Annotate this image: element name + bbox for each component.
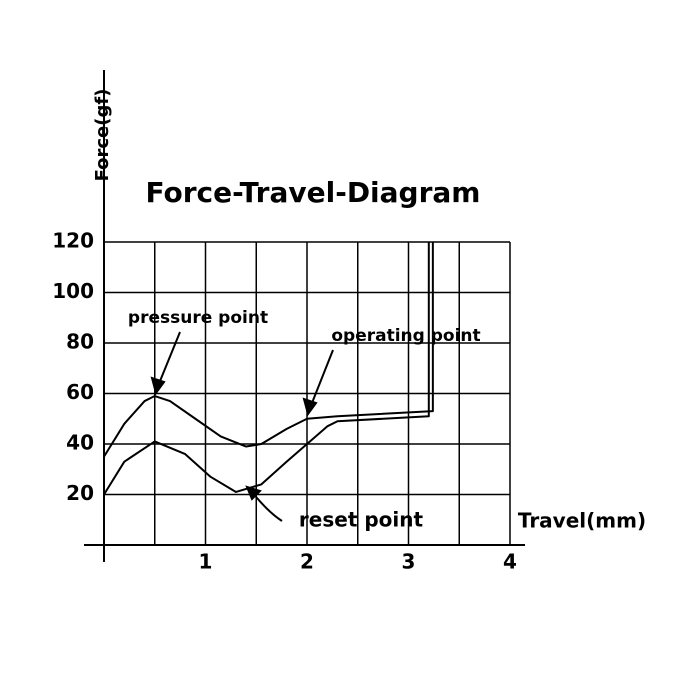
y-axis-label: Force(gf) <box>92 89 113 182</box>
y-tick-label: 80 <box>66 330 94 354</box>
y-tick-label: 40 <box>66 431 94 455</box>
line <box>103 242 430 496</box>
y-tick-label: 120 <box>52 229 94 253</box>
x-axis-label: Travel(mm) <box>518 509 646 533</box>
y-tick-label: 20 <box>66 481 94 505</box>
arrow-head <box>302 397 318 417</box>
x-tick-label: 1 <box>199 550 213 574</box>
arrow-head <box>150 376 166 396</box>
chart-title: Force-Travel-Diagram <box>146 176 481 209</box>
annotation: operating point <box>331 326 480 346</box>
annotation: pressure point <box>128 308 268 328</box>
y-tick-label: 60 <box>66 380 94 404</box>
x-tick-label: 4 <box>503 550 517 574</box>
x-tick-label: 3 <box>402 550 416 574</box>
x-tick-label: 2 <box>300 550 314 574</box>
line <box>103 242 434 458</box>
arrow <box>157 331 181 387</box>
annotation: reset point <box>299 508 424 532</box>
arrow <box>309 349 334 409</box>
y-tick-label: 100 <box>52 279 94 303</box>
